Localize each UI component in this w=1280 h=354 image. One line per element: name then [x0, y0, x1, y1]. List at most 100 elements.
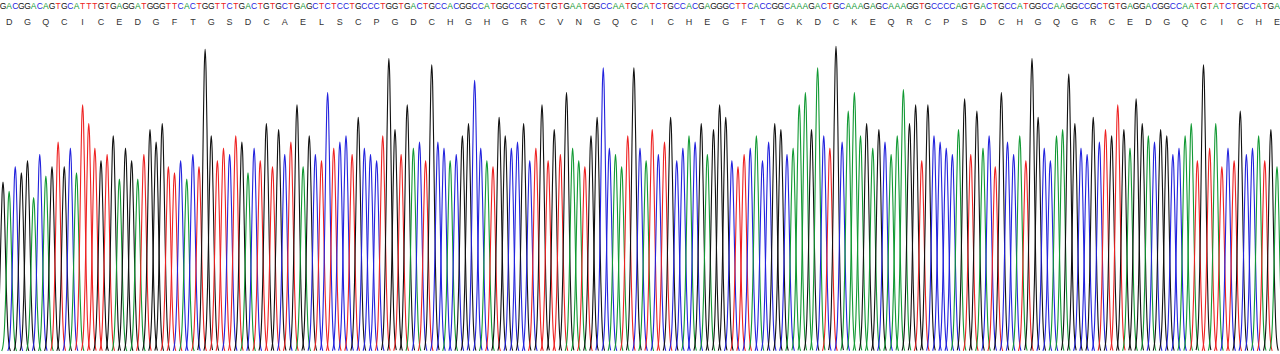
base-letter: C	[986, 1, 992, 11]
peak	[1196, 65, 1211, 350]
base-letter: G	[98, 1, 105, 11]
base-letter: T	[233, 1, 238, 11]
peak	[731, 167, 746, 351]
peak	[620, 136, 635, 351]
peak	[210, 160, 225, 350]
base-letter: C	[282, 1, 288, 11]
base-letter: C	[1096, 1, 1102, 11]
base-letter: G	[49, 1, 56, 11]
base-letter: C	[949, 1, 955, 11]
peak	[314, 160, 329, 350]
amino-acid: Q	[612, 17, 619, 27]
base-letter: T	[1103, 1, 1108, 11]
base-letter: G	[1200, 1, 1207, 11]
base-letter: T	[1115, 1, 1120, 11]
peak	[706, 130, 721, 351]
amino-acid: Q	[888, 17, 895, 27]
amino-acid: C	[98, 17, 105, 27]
base-letter: T	[1219, 1, 1224, 11]
peak	[1208, 123, 1223, 350]
peak	[584, 136, 599, 351]
peak	[467, 80, 482, 350]
base-letter: T	[582, 1, 587, 11]
peak	[1172, 148, 1187, 351]
peak	[957, 99, 972, 351]
amino-acid: G	[24, 17, 31, 27]
peak	[418, 160, 433, 350]
translation: DGQCICEDGFTGSDCAELSCPGDCHGHGRCVNGQCICHEG…	[6, 17, 1280, 27]
base-letter: T	[625, 1, 630, 11]
peak	[559, 93, 574, 351]
peak	[639, 160, 654, 350]
base-letter: A	[1256, 1, 1262, 11]
base-letter: G	[912, 1, 919, 11]
peak	[45, 167, 60, 351]
base-letter: T	[662, 1, 667, 11]
peak	[865, 148, 880, 351]
peak	[179, 179, 194, 351]
peak	[835, 142, 850, 351]
base-letter: T	[827, 1, 832, 11]
amino-acid: H	[447, 17, 454, 27]
base-letter: C	[784, 1, 790, 11]
base-letter: A	[845, 1, 851, 11]
amino-acid: K	[796, 17, 802, 27]
peak	[761, 142, 776, 351]
amino-acid: T	[190, 17, 196, 27]
amino-acid: C	[667, 17, 674, 27]
base-letter: A	[1017, 1, 1023, 11]
peak	[241, 173, 256, 351]
peak	[1055, 130, 1070, 351]
base-letter: G	[392, 1, 399, 11]
base-letter: C	[729, 1, 735, 11]
base-letter: A	[796, 1, 802, 11]
peak	[486, 167, 501, 351]
amino-acid: S	[337, 17, 343, 27]
peak	[1257, 160, 1272, 350]
amino-acid: G	[722, 17, 729, 27]
peak	[57, 167, 72, 351]
amino-acid: Q	[1053, 17, 1060, 27]
base-letter: T	[423, 1, 428, 11]
base-letter: C	[67, 1, 73, 11]
base-letter: T	[141, 1, 146, 11]
peak	[1147, 142, 1162, 351]
amino-acid: S	[227, 17, 233, 27]
peak	[106, 136, 121, 351]
base-letter: A	[790, 1, 796, 11]
amino-acid: C	[631, 17, 638, 27]
base-letter: T	[80, 1, 85, 11]
base-letter: T	[1232, 1, 1237, 11]
peak	[20, 160, 35, 350]
peak	[283, 142, 298, 351]
base-letter: C	[37, 1, 43, 11]
base-letter: A	[619, 1, 625, 11]
amino-acid: R	[906, 17, 913, 27]
base-letter: A	[74, 1, 80, 11]
peak	[167, 173, 182, 351]
base-letter: C	[374, 1, 380, 11]
peak	[100, 154, 115, 350]
amino-acid: E	[870, 17, 876, 27]
base-letter: A	[135, 1, 141, 11]
base-letter: T	[490, 1, 495, 11]
peak	[0, 182, 10, 351]
amino-acid: D	[135, 17, 142, 27]
peak	[902, 123, 917, 350]
base-letter: T	[1207, 1, 1212, 11]
base-letter: A	[1054, 1, 1060, 11]
peak	[2, 191, 17, 351]
base-letter: T	[221, 1, 226, 11]
base-letter: T	[105, 1, 110, 11]
amino-acid: L	[319, 17, 324, 27]
base-letter: A	[484, 1, 490, 11]
peak	[136, 154, 151, 350]
peak	[694, 123, 709, 350]
peak	[14, 173, 29, 351]
peak	[1263, 130, 1278, 351]
amino-acid: I	[1221, 17, 1224, 27]
peak	[1202, 148, 1217, 351]
amino-acid: C	[998, 17, 1005, 27]
peak	[296, 167, 311, 351]
peak	[890, 136, 905, 351]
